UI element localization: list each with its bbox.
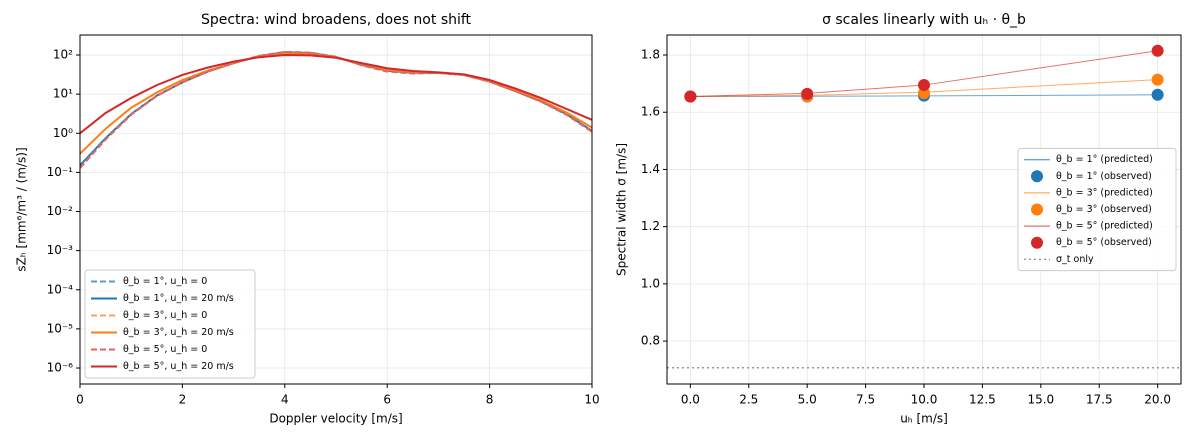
x-tick-label: 4 bbox=[281, 393, 289, 407]
legend-label: θ_b = 1°, u_h = 0 bbox=[123, 276, 207, 287]
panel: σ scales linearly with uₕ · θ_b uₕ [m/s] S… bbox=[615, 12, 1182, 426]
y-axis-label: sZₕ [mm⁶/m³ / (m/s)] bbox=[15, 147, 29, 271]
chart-title: Spectra: wind broadens, does not shift bbox=[201, 12, 472, 28]
y-tick-label: 10⁻³ bbox=[47, 243, 74, 257]
legend-label: θ_b = 1° (observed) bbox=[1056, 171, 1152, 182]
marker bbox=[684, 90, 697, 103]
series-line bbox=[690, 79, 1158, 97]
marker bbox=[918, 79, 930, 92]
y-axis-label: Spectral width σ [m/s] bbox=[615, 143, 629, 276]
x-tick-label: 20.0 bbox=[1144, 393, 1171, 407]
x-tick-label: 12.5 bbox=[969, 393, 996, 407]
x-tick-label: 0 bbox=[76, 393, 84, 407]
x-tick-label: 5.0 bbox=[798, 393, 817, 407]
legend: θ_b = 1° (predicted) θ_b = 1° (observed) θ… bbox=[1017, 147, 1177, 272]
legend-box bbox=[84, 269, 256, 379]
legend-label: θ_b = 5° (observed) bbox=[1056, 237, 1152, 248]
legend-label: θ_b = 5°, u_h = 20 m/s bbox=[123, 361, 234, 372]
legend-label: θ_b = 3°, u_h = 0 bbox=[123, 310, 207, 321]
x-axis-label: Doppler velocity [m/s] bbox=[269, 412, 402, 426]
legend-box bbox=[1017, 147, 1177, 272]
legend: θ_b = 1°, u_h = 0 θ_b = 1°, u_h = 20 m/s θ… bbox=[84, 269, 256, 379]
y-tick-label: 1.2 bbox=[641, 219, 660, 233]
y-tick-label: 10⁻¹ bbox=[47, 165, 74, 179]
series-line bbox=[80, 50, 592, 169]
y-tick-label: 1.8 bbox=[641, 48, 660, 62]
x-tick-label: 8 bbox=[486, 393, 494, 407]
axes-frame bbox=[79, 34, 593, 385]
y-tick-label: 10¹ bbox=[53, 87, 73, 101]
legend-label: θ_b = 3°, u_h = 20 m/s bbox=[123, 327, 234, 338]
plot-area bbox=[667, 44, 1181, 369]
y-tick-label: 10⁻⁴ bbox=[47, 282, 74, 296]
x-tick-label: 6 bbox=[383, 393, 391, 407]
legend-label: θ_b = 5° (predicted) bbox=[1056, 221, 1153, 232]
series-line bbox=[80, 51, 592, 167]
x-tick-label: 10.0 bbox=[911, 393, 938, 407]
y-tick-label: 1.4 bbox=[641, 162, 660, 176]
x-tick-label: 2 bbox=[179, 393, 187, 407]
legend-marker bbox=[1031, 236, 1043, 249]
x-tick-label: 10 bbox=[584, 393, 599, 407]
marker bbox=[1151, 73, 1164, 86]
x-tick-label: 2.5 bbox=[739, 393, 758, 407]
legend-label: θ_b = 5°, u_h = 0 bbox=[123, 344, 207, 355]
y-tick-label: 10⁰ bbox=[53, 126, 73, 140]
y-tick-label: 10⁻² bbox=[47, 204, 74, 218]
y-tick-label: 10⁻⁵ bbox=[47, 321, 74, 335]
y-tick-label: 0.8 bbox=[641, 334, 660, 348]
y-tick-label: 10⁻⁶ bbox=[47, 361, 74, 375]
series-line bbox=[80, 50, 592, 169]
x-tick-label: 0.0 bbox=[681, 393, 700, 407]
plot-area bbox=[80, 50, 592, 169]
x-tick-label: 17.5 bbox=[1086, 393, 1113, 407]
legend-marker bbox=[1031, 170, 1043, 183]
y-tick-label: 1.0 bbox=[641, 276, 660, 290]
x-axis-label: uₕ [m/s] bbox=[900, 412, 948, 426]
y-tick-label: 10² bbox=[53, 48, 73, 62]
legend-label: θ_b = 1°, u_h = 20 m/s bbox=[123, 293, 234, 304]
series-line bbox=[80, 50, 592, 169]
legend-label: θ_b = 3° (observed) bbox=[1056, 204, 1152, 215]
legend-label: θ_b = 3° (predicted) bbox=[1056, 187, 1153, 198]
marker bbox=[1151, 44, 1164, 57]
series-line bbox=[80, 52, 592, 155]
chart-title: σ scales linearly with uₕ · θ_b bbox=[822, 12, 1026, 28]
panel: Spectra: wind broadens, does not shift Do… bbox=[15, 12, 600, 426]
marker bbox=[801, 87, 814, 100]
legend-label: σ_t only bbox=[1056, 254, 1094, 265]
axes-frame bbox=[666, 34, 1182, 385]
marker bbox=[1151, 88, 1164, 101]
x-tick-label: 15.0 bbox=[1027, 393, 1054, 407]
y-tick-label: 1.6 bbox=[641, 105, 660, 119]
series-line bbox=[80, 54, 592, 135]
x-tick-label: 7.5 bbox=[856, 393, 875, 407]
legend-marker bbox=[1031, 203, 1043, 216]
series-line bbox=[690, 50, 1158, 97]
legend-label: θ_b = 1° (predicted) bbox=[1056, 154, 1153, 165]
